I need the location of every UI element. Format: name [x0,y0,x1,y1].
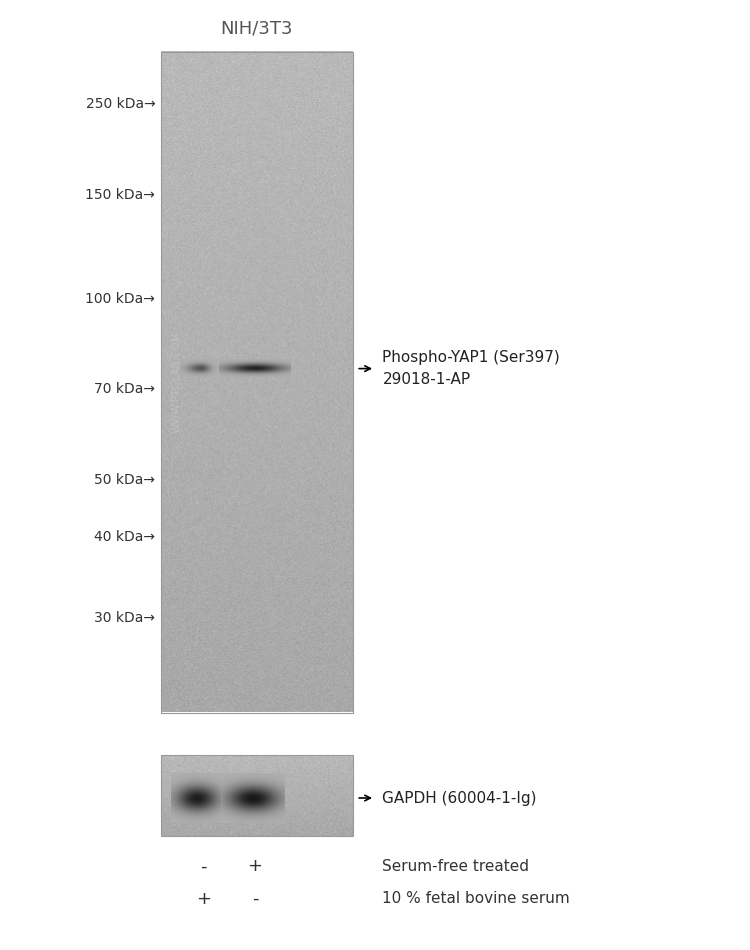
Text: WWW.PTGLAB.COM: WWW.PTGLAB.COM [171,332,182,433]
Text: 40 kDa→: 40 kDa→ [94,530,155,543]
Text: -: - [252,890,258,907]
Text: 10 % fetal bovine serum: 10 % fetal bovine serum [382,891,570,906]
Text: +: + [196,890,211,907]
Text: Serum-free treated: Serum-free treated [382,859,530,874]
Text: -: - [200,858,206,875]
Bar [161,755,352,836]
Text: +: + [248,858,262,875]
Text: 250 kDa→: 250 kDa→ [86,98,155,111]
Text: 70 kDa→: 70 kDa→ [94,383,155,396]
Text: 50 kDa→: 50 kDa→ [94,473,155,486]
Bar [161,52,352,712]
Text: 150 kDa→: 150 kDa→ [86,188,155,201]
Text: 100 kDa→: 100 kDa→ [86,293,155,306]
Text: Phospho-YAP1 (Ser397): Phospho-YAP1 (Ser397) [382,350,560,365]
Text: NIH/3T3: NIH/3T3 [220,20,293,37]
Text: 29018-1-AP: 29018-1-AP [382,372,471,388]
Text: 30 kDa→: 30 kDa→ [94,611,155,624]
Text: GAPDH (60004-1-Ig): GAPDH (60004-1-Ig) [382,790,537,806]
